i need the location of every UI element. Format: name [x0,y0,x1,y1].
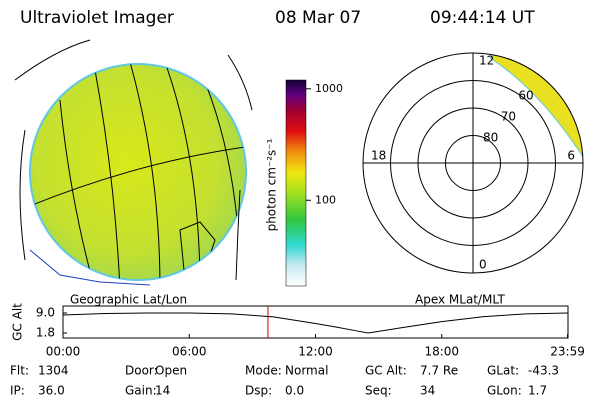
mlt-label: 0 [479,258,487,272]
alt-ylabel: GC Alt [11,303,25,341]
info-value: 34 [420,384,435,398]
info-value: Open [155,364,187,378]
alt-ytick-label: 1.8 [36,326,55,340]
info-label: Seq: [365,384,392,398]
info-value: 1304 [38,364,69,378]
alt-ytick-label: 9.0 [36,306,55,320]
alt-xtick-label: 06:00 [172,345,207,359]
info-label: GC Alt: [365,364,407,378]
alt-xtick-label: 00:00 [46,345,81,359]
colorbar-tick-label: 1000 [315,82,343,95]
mlt-label: 12 [479,54,494,68]
colorbar [285,79,307,287]
info-value: 36.0 [38,384,65,398]
globe-image [14,39,253,286]
info-value: Normal [285,364,328,378]
geo-caption: Geographic Lat/Lon [70,293,187,307]
info-label: Gain: [125,384,157,398]
mlt-label: 18 [371,149,386,163]
mlt-label: 6 [567,149,575,163]
info-label: Mode: [245,364,282,378]
alt-xtick-label: 23:59 [550,345,585,359]
info-value: 14 [155,384,170,398]
info-label: Flt: [10,364,29,378]
info-value: -43.3 [528,364,559,378]
info-value: 0.0 [285,384,304,398]
lat-label: 70 [501,109,516,123]
time: 09:44:14 UT [430,8,535,28]
colorbar-tick-label: 100 [315,193,336,206]
alt-frame [62,305,569,339]
date: 08 Mar 07 [275,8,361,28]
info-label: GLon: [487,384,522,398]
colorbar-label: photon cm⁻²s⁻¹ [265,138,279,231]
info-value: 1.7 [528,384,547,398]
info-label: Door: [125,364,158,378]
polar-caption: Apex MLat/MLT [415,293,505,307]
lat-label: 60 [518,88,533,102]
info-label: Dsp: [245,384,272,398]
info-label: IP: [10,384,25,398]
title: Ultraviolet Imager [20,8,174,28]
altitude-line [62,312,569,334]
info-value: 7.7 Re [420,364,458,378]
alt-xtick-label: 18:00 [424,345,459,359]
info-label: GLat: [487,364,519,378]
alt-xtick-label: 12:00 [298,345,333,359]
polar-plot [489,53,583,162]
lat-label: 80 [483,130,498,144]
